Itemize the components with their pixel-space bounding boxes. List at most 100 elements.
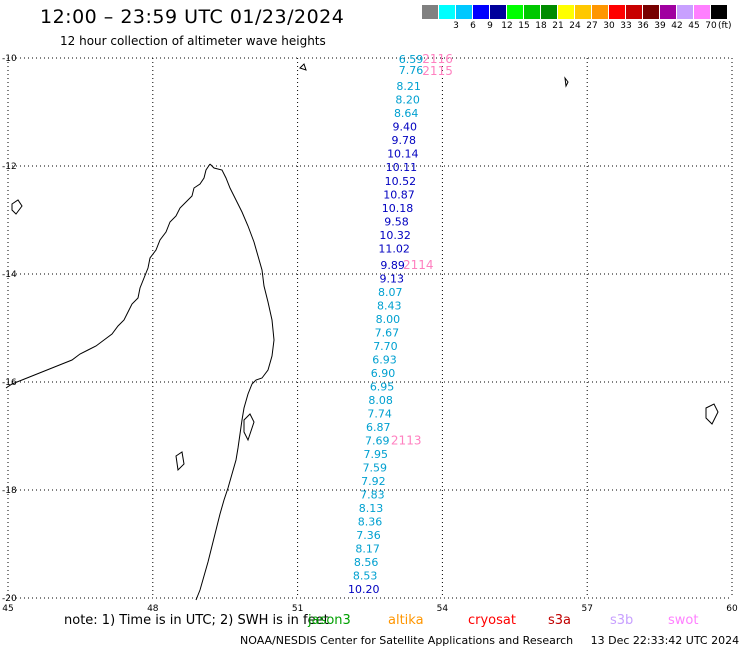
mission-label: s3b <box>610 613 634 628</box>
swh-value: 7.59 <box>363 461 388 474</box>
legend-label: 12 <box>501 21 513 31</box>
swh-value: 10.20 <box>348 583 380 596</box>
legend-swatch <box>524 5 540 19</box>
swh-value: 8.20 <box>395 94 420 107</box>
swh-value: 6.95 <box>370 380 395 393</box>
swh-value: 10.18 <box>382 202 414 215</box>
island-nosy-be <box>11 199 23 215</box>
swh-value: 9.78 <box>392 134 417 147</box>
legend-label: 9 <box>487 21 493 31</box>
legend-swatch <box>626 5 642 19</box>
legend-label: 33 <box>620 21 632 31</box>
lat-tick-label: -18 <box>2 486 17 496</box>
swh-value: 7.69 <box>365 434 390 447</box>
legend-unit: (ft) <box>718 21 732 31</box>
swh-track: 6.597.768.218.208.649.409.7810.1410.1110… <box>348 53 423 596</box>
legend-swatch <box>456 5 472 19</box>
swh-value: 8.64 <box>394 107 419 120</box>
legend-swatch <box>439 5 455 19</box>
swh-value: 11.02 <box>378 243 410 256</box>
lat-tick-label: -14 <box>2 270 17 280</box>
island-east-small <box>243 413 255 442</box>
legend-swatch <box>473 5 489 19</box>
swh-value: 6.87 <box>366 421 391 434</box>
legend-swatch <box>558 5 574 19</box>
legend-label: 21 <box>552 21 564 31</box>
swh-value: 8.17 <box>355 542 380 555</box>
swh-value: 6.90 <box>371 367 396 380</box>
legend-swatch <box>490 5 506 19</box>
lon-tick-label: 54 <box>437 604 449 614</box>
swh-value: 7.95 <box>364 448 389 461</box>
map-title: 12:00 – 23:59 UTC 01/23/2024 <box>40 6 345 28</box>
timestamp: 13 Dec 22:33:42 UTC 2024 <box>590 634 740 647</box>
legend-label: 70 <box>705 21 717 31</box>
lat-tick-label: -16 <box>2 378 17 388</box>
swh-value: 10.11 <box>386 161 418 174</box>
swh-value: 7.83 <box>360 488 385 501</box>
swh-value: 8.43 <box>377 299 402 312</box>
swh-value: 7.70 <box>373 340 398 353</box>
legend-swatch <box>507 5 523 19</box>
legend-swatch <box>592 5 608 19</box>
map-subtitle: 12 hour collection of altimeter wave hei… <box>60 34 326 48</box>
swh-value: 7.74 <box>367 407 392 420</box>
swh-value: 8.00 <box>376 313 401 326</box>
madagascar-west-coast <box>5 163 211 389</box>
legend-label: 42 <box>671 21 683 31</box>
legend-label: 15 <box>518 21 530 31</box>
pass-number: 2116 <box>422 52 453 66</box>
legend-swatch <box>643 5 659 19</box>
legend-label: 6 <box>470 21 476 31</box>
lat-tick-label: -12 <box>2 162 17 172</box>
swh-value: 7.76 <box>399 64 424 77</box>
legend-swatch <box>660 5 676 19</box>
swh-value: 9.40 <box>393 121 418 134</box>
madagascar-coast <box>195 163 275 601</box>
credit-line: NOAA/NESDIS Center for Satellite Applica… <box>240 634 739 647</box>
legend-label: 39 <box>654 21 666 31</box>
swh-value: 7.67 <box>375 326 400 339</box>
island-north-hint <box>299 63 307 71</box>
island-tromelin <box>564 76 569 88</box>
swh-value: 8.36 <box>358 515 383 528</box>
lon-tick-label: 60 <box>726 604 738 614</box>
legend-label: 24 <box>569 21 581 31</box>
lon-tick-label: 45 <box>2 604 13 614</box>
legend-label: 36 <box>637 21 649 31</box>
swh-value: 8.07 <box>378 286 403 299</box>
legend-swatch <box>677 5 693 19</box>
swh-value: 10.32 <box>379 229 411 242</box>
legend-swatch <box>575 5 591 19</box>
swh-value: 10.87 <box>383 189 415 202</box>
swh-value: 6.93 <box>372 353 397 366</box>
swh-value: 6.59 <box>399 53 424 66</box>
mission-label: swot <box>668 613 699 628</box>
mission-label: jason3 <box>308 613 351 628</box>
legend-swatch <box>711 5 727 19</box>
legend-label: 3 <box>453 21 459 31</box>
footer-note: note: 1) Time is in UTC; 2) SWH is in fe… <box>64 613 329 628</box>
swh-value: 8.56 <box>354 556 379 569</box>
credit-text: NOAA/NESDIS Center for Satellite Applica… <box>240 634 574 647</box>
swh-value: 7.36 <box>356 529 381 542</box>
swh-value: 9.89 <box>380 259 405 272</box>
island-mauritius-hint <box>705 403 719 425</box>
legend-label: 45 <box>688 21 700 31</box>
legend-swatch <box>541 5 557 19</box>
lat-tick-label: -10 <box>2 54 17 64</box>
mission-label: cryosat <box>468 613 516 628</box>
graticule: 45 48 51 54 57 60 -10 -12 -14 -16 -18 -20 <box>2 54 738 614</box>
swh-value: 8.08 <box>368 394 393 407</box>
coastline <box>5 63 719 601</box>
legend-swatch <box>422 5 438 19</box>
swh-value: 9.13 <box>379 272 404 285</box>
swh-value: 10.52 <box>385 175 417 188</box>
lon-tick-label: 51 <box>292 604 303 614</box>
swh-value: 8.13 <box>359 502 384 515</box>
island-south-small <box>175 451 185 472</box>
pass-number: 2115 <box>422 64 453 78</box>
lon-tick-label: 48 <box>147 604 159 614</box>
